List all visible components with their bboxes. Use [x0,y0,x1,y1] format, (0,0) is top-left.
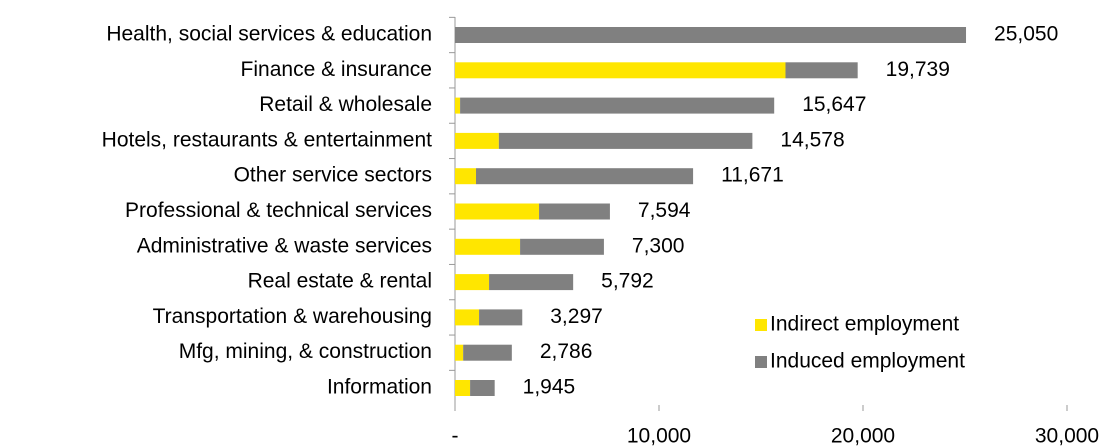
bar-segment [520,238,604,255]
total-label: 11,671 [721,164,784,187]
legend-swatch [755,319,767,331]
bar-segment [470,380,495,396]
bar-segment [498,132,753,149]
bar-segment [455,274,490,291]
legend-label: Induced employment [770,350,965,373]
bar-segment [455,238,521,255]
bar-segment [479,309,523,326]
bar-segment [455,132,499,149]
y-tick-label: Hotels, restaurants & entertainment [102,128,432,151]
total-label: 5,792 [601,270,654,293]
bar-segment [455,309,480,326]
bar-segment [476,168,694,185]
total-label: 19,739 [886,58,950,81]
y-tick-label: Administrative & waste services [137,234,432,257]
total-label: 7,300 [632,234,685,257]
bar-segment [785,62,858,79]
x-tick-label: - [452,425,459,447]
y-tick-label: Information [327,376,432,399]
bar-segment [455,62,786,79]
bar-segment [539,203,610,220]
x-tick-label: 20,000 [831,425,895,447]
bar-segment [460,97,775,114]
legend-label: Indirect employment [770,313,959,336]
y-tick-label: Other service sectors [234,164,432,187]
y-tick-label: Mfg, mining, & construction [179,340,432,363]
y-tick-label: Real estate & rental [248,270,432,293]
bar-segment [455,203,540,220]
y-tick-label: Health, social services & education [106,23,432,46]
bar-segment [455,168,477,185]
bar-segment [455,27,967,43]
total-label: 15,647 [802,93,866,116]
total-label: 1,945 [523,376,576,399]
total-label: 14,578 [780,128,844,151]
bar-segment [455,380,471,396]
total-label: 3,297 [550,305,603,328]
legend-swatch [755,356,767,368]
bar-segment [463,344,512,361]
total-label: 25,050 [994,23,1058,46]
bar-segment [455,344,464,361]
y-tick-label: Transportation & warehousing [153,305,432,328]
y-tick-label: Finance & insurance [241,58,432,81]
x-tick-label: 10,000 [627,425,691,447]
total-label: 7,594 [638,199,691,222]
y-tick-label: Professional & technical services [125,199,432,222]
bar-segment [455,97,461,114]
total-label: 2,786 [540,340,593,363]
y-tick-label: Retail & wholesale [259,93,432,116]
bar-segment [489,274,574,291]
x-tick-label: 30,000 [1035,425,1099,447]
